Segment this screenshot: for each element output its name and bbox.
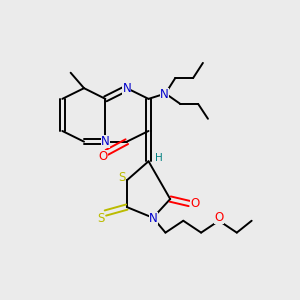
Text: N: N [122, 82, 131, 95]
Text: S: S [118, 171, 125, 184]
Text: S: S [98, 212, 105, 226]
Text: O: O [214, 211, 224, 224]
Text: N: N [160, 88, 169, 101]
Text: O: O [190, 197, 199, 210]
Text: O: O [99, 150, 108, 163]
Text: H: H [155, 153, 163, 163]
Text: N: N [101, 135, 110, 148]
Text: N: N [149, 212, 158, 225]
